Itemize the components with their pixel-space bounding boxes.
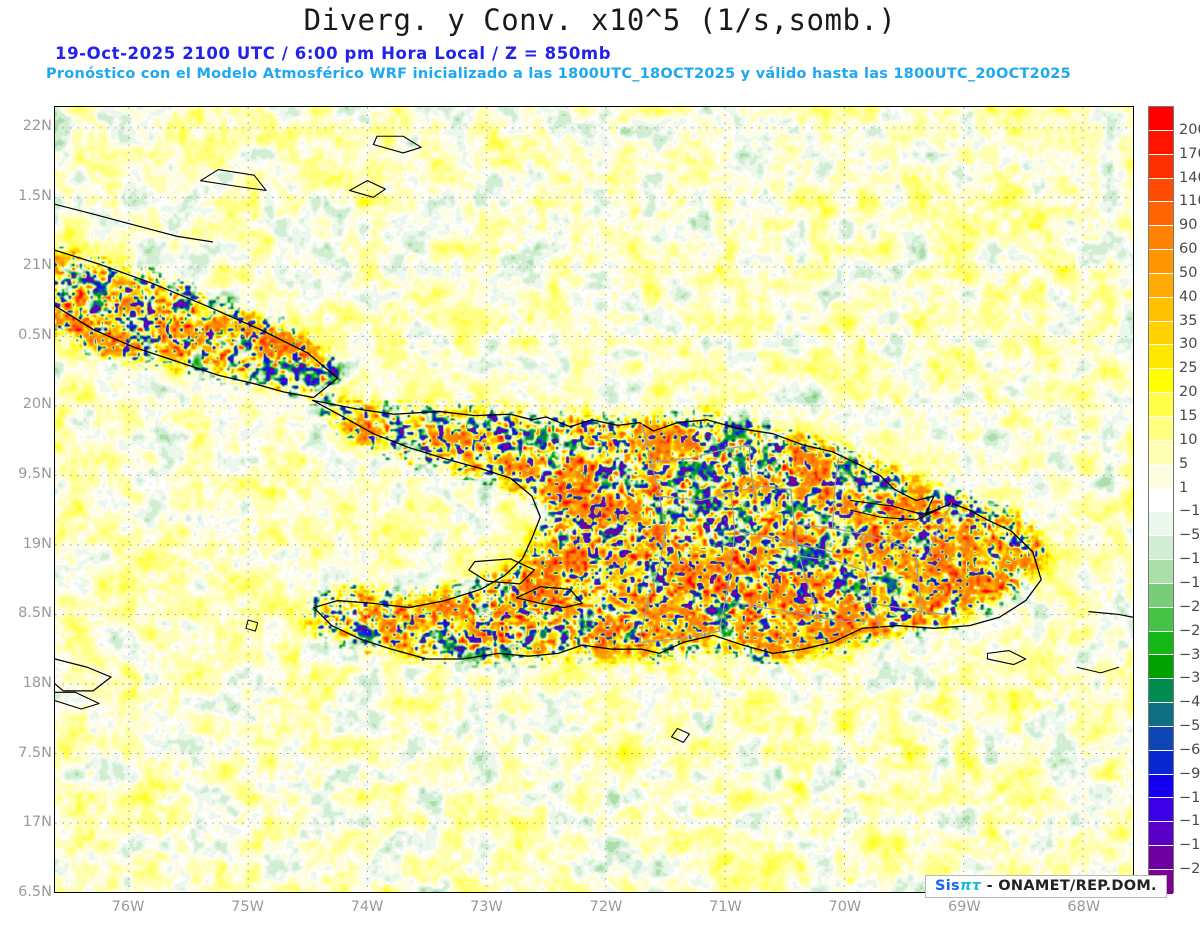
colorbar-tick-label: 140: [1179, 169, 1200, 186]
y-axis-tick-label: 8.5N: [18, 605, 52, 622]
colorbar-cell: [1149, 297, 1173, 322]
y-axis-tick-label: 18N: [22, 675, 52, 692]
colorbar-cell: [1149, 130, 1173, 155]
y-axis-tick-label: 20N: [22, 396, 52, 413]
colorbar-tick-label: −200: [1179, 861, 1200, 878]
colorbar-cell: [1149, 393, 1173, 417]
colorbar-cell: [1149, 464, 1173, 489]
colorbar[interactable]: [1148, 106, 1174, 894]
y-axis-tick-label: 17N: [22, 814, 52, 831]
colorbar-cell: [1149, 703, 1173, 727]
x-axis-tick-label: 70W: [828, 899, 862, 915]
logo-org-text: - ONAMET/REP.DOM.: [986, 878, 1157, 894]
y-axis-tick-label: 19N: [22, 535, 52, 552]
y-axis-tick-label: 9.5N: [18, 466, 52, 483]
colorbar-cell: [1149, 822, 1173, 847]
y-axis-tick-label: 6.5N: [18, 884, 52, 900]
colorbar-cell: [1149, 631, 1173, 656]
colorbar-tick-label: 10: [1179, 431, 1198, 448]
colorbar-tick-label: −5: [1179, 527, 1200, 544]
colorbar-tick-label: −25: [1179, 622, 1200, 639]
colorbar-tick-label: 5: [1179, 455, 1189, 472]
subtitle-model-run: Pronóstico con el Modelo Atmosférico WRF…: [46, 66, 1071, 82]
colorbar-cell: [1149, 369, 1173, 394]
colorbar-cell: [1149, 536, 1173, 561]
colorbar-cell: [1149, 607, 1173, 632]
colorbar-cell: [1149, 321, 1173, 346]
colorbar-cell: [1149, 202, 1173, 227]
colorbar-cell: [1149, 583, 1173, 608]
y-axis-tick-label: 22N: [22, 117, 52, 134]
sistt-onamet-logo: Sisπτ - ONAMET/REP.DOM.: [925, 875, 1167, 898]
colorbar-tick-label: −140: [1179, 813, 1200, 830]
colorbar-tick-label: −170: [1179, 837, 1200, 854]
x-axis-tick-label: 68W: [1067, 899, 1101, 915]
colorbar-tick-label: −40: [1179, 694, 1200, 711]
colorbar-tick-label: −15: [1179, 574, 1200, 591]
colorbar-cell: [1149, 488, 1173, 513]
colorbar-cell: [1149, 178, 1173, 203]
map-plot-area[interactable]: [54, 106, 1134, 893]
colorbar-tick-label: −30: [1179, 646, 1200, 663]
colorbar-tick-label: −35: [1179, 670, 1200, 687]
colorbar-cell: [1149, 846, 1173, 870]
colorbar-tick-label: 15: [1179, 408, 1198, 425]
colorbar-tick-label: −10: [1179, 551, 1200, 568]
subtitle-valid-time: 19-Oct-2025 2100 UTC / 6:00 pm Hora Loca…: [55, 44, 612, 63]
x-axis-tick-label: 72W: [589, 899, 623, 915]
y-axis-tick-label: 1.5N: [18, 187, 52, 204]
x-axis-tick-label: 73W: [470, 899, 503, 915]
y-axis-tick-label: 0.5N: [18, 326, 52, 343]
colorbar-tick-label: 60: [1179, 241, 1198, 258]
colorbar-cell: [1149, 440, 1173, 465]
page-title: Diverg. y Conv. x10^5 (1/s,somb.): [303, 3, 897, 37]
colorbar-cell: [1149, 679, 1173, 704]
colorbar-tick-label: 1: [1179, 479, 1189, 496]
colorbar-tick-label: 110: [1179, 193, 1200, 210]
x-axis-tick-label: 76W: [111, 899, 145, 915]
y-axis-tick-label: 21N: [22, 257, 52, 274]
x-axis-tick-label: 75W: [231, 899, 264, 915]
colorbar-tick-label: 30: [1179, 336, 1198, 353]
colorbar-cell: [1149, 726, 1173, 751]
colorbar-tick-label: −110: [1179, 789, 1200, 806]
colorbar-cell: [1149, 107, 1173, 131]
logo-sis-text: Sis: [935, 878, 960, 894]
colorbar-cell: [1149, 416, 1173, 441]
y-axis-tick-label: 7.5N: [18, 744, 52, 761]
colorbar-tick-label: 170: [1179, 145, 1200, 162]
x-axis-tick-label: 74W: [350, 899, 384, 915]
x-axis-tick-label: 69W: [947, 899, 981, 915]
colorbar-tick-label: −1: [1179, 503, 1200, 520]
logo-tt-text: πτ: [959, 878, 982, 894]
colorbar-cell: [1149, 512, 1173, 537]
colorbar-cell: [1149, 750, 1173, 775]
colorbar-cell: [1149, 345, 1173, 370]
colorbar-cell: [1149, 774, 1173, 799]
colorbar-tick-label: 35: [1179, 312, 1198, 329]
colorbar-cell: [1149, 250, 1173, 274]
colorbar-cell: [1149, 273, 1173, 298]
colorbar-tick-label: −60: [1179, 741, 1200, 758]
colorbar-cell: [1149, 560, 1173, 584]
colorbar-tick-label: −90: [1179, 765, 1200, 782]
colorbar-cell: [1149, 154, 1173, 179]
colorbar-tick-label: −20: [1179, 598, 1200, 615]
colorbar-tick-label: −50: [1179, 718, 1200, 735]
colorbar-tick-label: 200: [1179, 121, 1200, 138]
divergence-convergence-shading: [55, 107, 1133, 892]
x-axis-tick-label: 71W: [709, 899, 742, 915]
colorbar-cell: [1149, 226, 1173, 251]
colorbar-tick-label: 90: [1179, 217, 1198, 234]
colorbar-tick-label: 25: [1179, 360, 1198, 377]
colorbar-tick-label: 40: [1179, 288, 1198, 305]
colorbar-tick-label: 50: [1179, 264, 1198, 281]
colorbar-tick-label: 20: [1179, 384, 1198, 401]
colorbar-cell: [1149, 655, 1173, 680]
colorbar-cell: [1149, 798, 1173, 823]
